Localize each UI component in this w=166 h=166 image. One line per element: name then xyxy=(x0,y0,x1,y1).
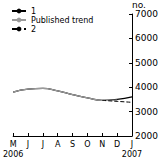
svg-text:M: M xyxy=(10,140,17,149)
svg-text:7000: 7000 xyxy=(135,9,158,19)
svg-text:D: D xyxy=(114,140,120,149)
svg-text:2006: 2006 xyxy=(3,150,23,159)
svg-text:J: J xyxy=(26,140,29,149)
svg-text:6000: 6000 xyxy=(135,33,158,43)
svg-text:Published trend: Published trend xyxy=(31,16,93,25)
svg-text:A: A xyxy=(55,140,61,149)
svg-text:2007: 2007 xyxy=(122,150,142,159)
svg-text:J: J xyxy=(41,140,44,149)
svg-text:1: 1 xyxy=(31,7,36,16)
svg-text:S: S xyxy=(70,140,75,149)
svg-text:2000: 2000 xyxy=(135,131,158,141)
svg-text:3000: 3000 xyxy=(135,107,158,117)
svg-text:5000: 5000 xyxy=(135,58,158,68)
svg-text:4000: 4000 xyxy=(135,82,158,92)
svg-text:N: N xyxy=(99,140,105,149)
svg-text:O: O xyxy=(84,140,90,149)
svg-text:2: 2 xyxy=(31,25,36,34)
svg-text:J: J xyxy=(130,140,133,149)
svg-text:no.: no. xyxy=(132,0,146,11)
